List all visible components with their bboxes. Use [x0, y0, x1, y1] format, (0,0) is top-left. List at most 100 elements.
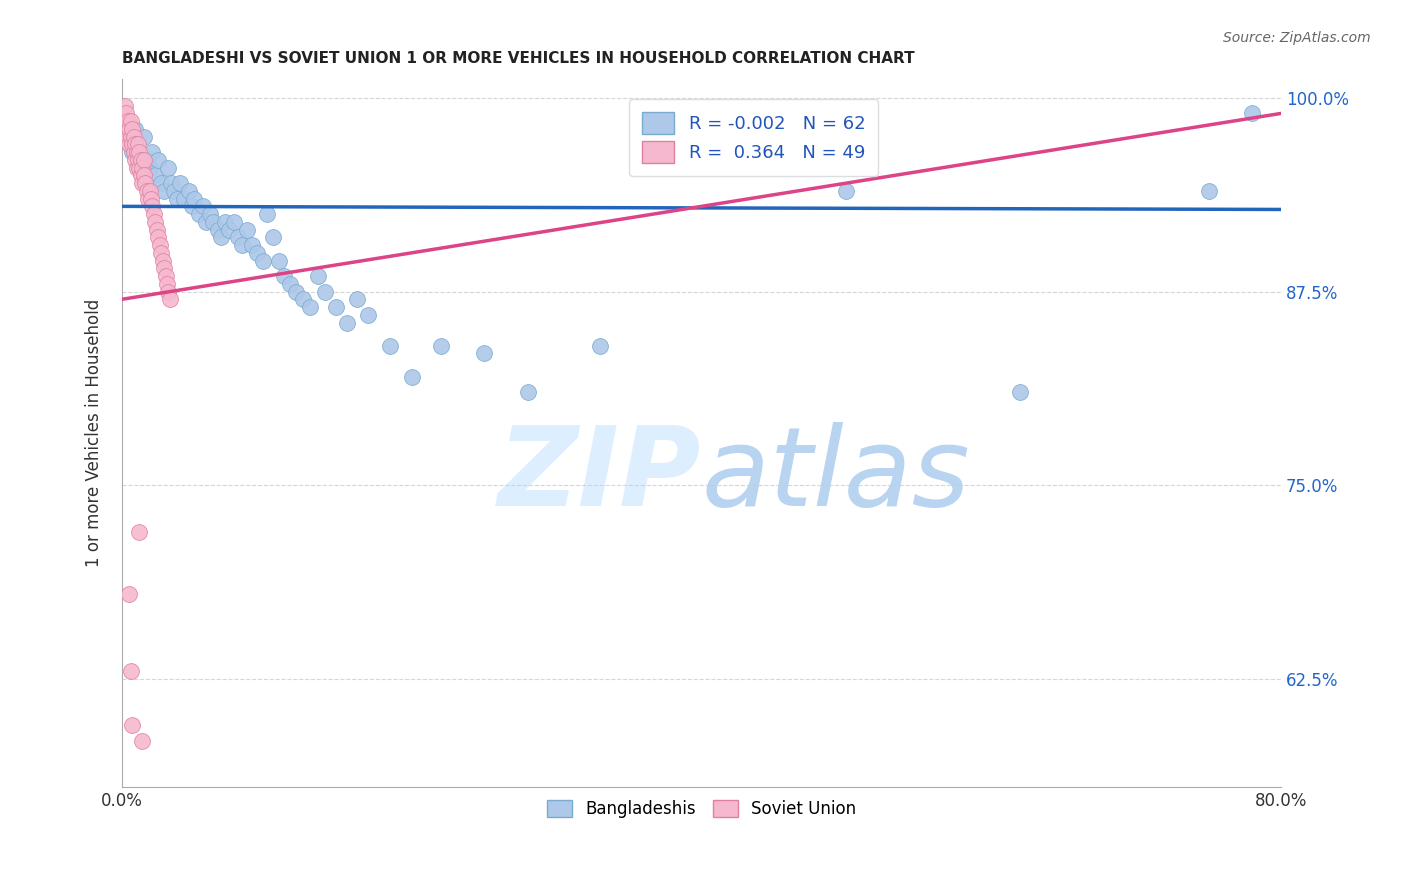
Point [246, 245, 269, 260]
Point [202, 215, 225, 229]
Point [124, 153, 146, 167]
Point [122, 145, 145, 160]
Point [131, 733, 153, 747]
Point [149, 238, 172, 252]
Point [153, 184, 176, 198]
Point [138, 161, 160, 175]
Point [128, 161, 150, 175]
Point [835, 184, 858, 198]
Point [141, 199, 163, 213]
Point [299, 300, 322, 314]
Point [157, 161, 180, 175]
Point [163, 184, 186, 198]
Point [135, 184, 157, 198]
Point [121, 145, 143, 160]
Point [138, 184, 160, 198]
Point [214, 215, 236, 229]
Text: BANGLADESHI VS SOVIET UNION 1 OR MORE VEHICLES IN HOUSEHOLD CORRELATION CHART: BANGLADESHI VS SOVIET UNION 1 OR MORE VE… [122, 51, 915, 66]
Point [125, 161, 148, 175]
Point [155, 268, 177, 283]
Point [118, 137, 141, 152]
Point [129, 161, 152, 175]
Point [129, 153, 152, 167]
Point [516, 385, 538, 400]
Point [307, 268, 329, 283]
Point [122, 129, 145, 144]
Point [401, 369, 423, 384]
Point [231, 238, 253, 252]
Point [135, 153, 157, 167]
Point [120, 664, 142, 678]
Legend: Bangladeshis, Soviet Union: Bangladeshis, Soviet Union [540, 793, 863, 825]
Point [121, 137, 143, 152]
Point [153, 261, 176, 276]
Point [357, 308, 380, 322]
Point [160, 176, 183, 190]
Point [156, 277, 179, 291]
Point [169, 176, 191, 190]
Point [118, 137, 141, 152]
Point [121, 718, 143, 732]
Point [117, 114, 139, 128]
Point [124, 122, 146, 136]
Point [267, 253, 290, 268]
Point [273, 268, 295, 283]
Point [124, 137, 146, 152]
Point [118, 122, 141, 136]
Point [589, 339, 612, 353]
Point [118, 586, 141, 600]
Point [115, 106, 138, 120]
Point [346, 293, 368, 307]
Point [120, 114, 142, 128]
Point [314, 285, 336, 299]
Point [159, 293, 181, 307]
Point [278, 277, 301, 291]
Point [1198, 184, 1220, 198]
Point [252, 253, 274, 268]
Point [166, 192, 188, 206]
Point [129, 169, 152, 183]
Point [127, 153, 149, 167]
Point [139, 192, 162, 206]
Text: ZIP: ZIP [498, 422, 702, 529]
Point [125, 145, 148, 160]
Point [292, 293, 315, 307]
Y-axis label: 1 or more Vehicles in Household: 1 or more Vehicles in Household [86, 299, 103, 567]
Point [378, 339, 401, 353]
Point [136, 192, 159, 206]
Point [256, 207, 278, 221]
Point [141, 145, 163, 160]
Point [132, 169, 155, 183]
Point [148, 153, 170, 167]
Point [336, 316, 359, 330]
Point [121, 122, 143, 136]
Point [157, 285, 180, 299]
Point [128, 145, 150, 160]
Point [193, 199, 215, 213]
Point [242, 238, 264, 252]
Point [131, 161, 153, 175]
Point [1240, 106, 1263, 120]
Point [127, 137, 149, 152]
Point [150, 176, 173, 190]
Point [262, 230, 284, 244]
Point [128, 524, 150, 539]
Point [209, 230, 232, 244]
Point [152, 253, 174, 268]
Point [222, 215, 245, 229]
Point [200, 207, 222, 221]
Point [145, 215, 167, 229]
Point [218, 222, 240, 236]
Point [195, 215, 218, 229]
Point [235, 222, 257, 236]
Point [120, 129, 142, 144]
Point [183, 192, 205, 206]
Point [187, 207, 209, 221]
Point [134, 176, 156, 190]
Point [142, 207, 165, 221]
Point [117, 129, 139, 144]
Point [472, 346, 495, 360]
Point [127, 153, 149, 167]
Point [177, 184, 200, 198]
Point [325, 300, 347, 314]
